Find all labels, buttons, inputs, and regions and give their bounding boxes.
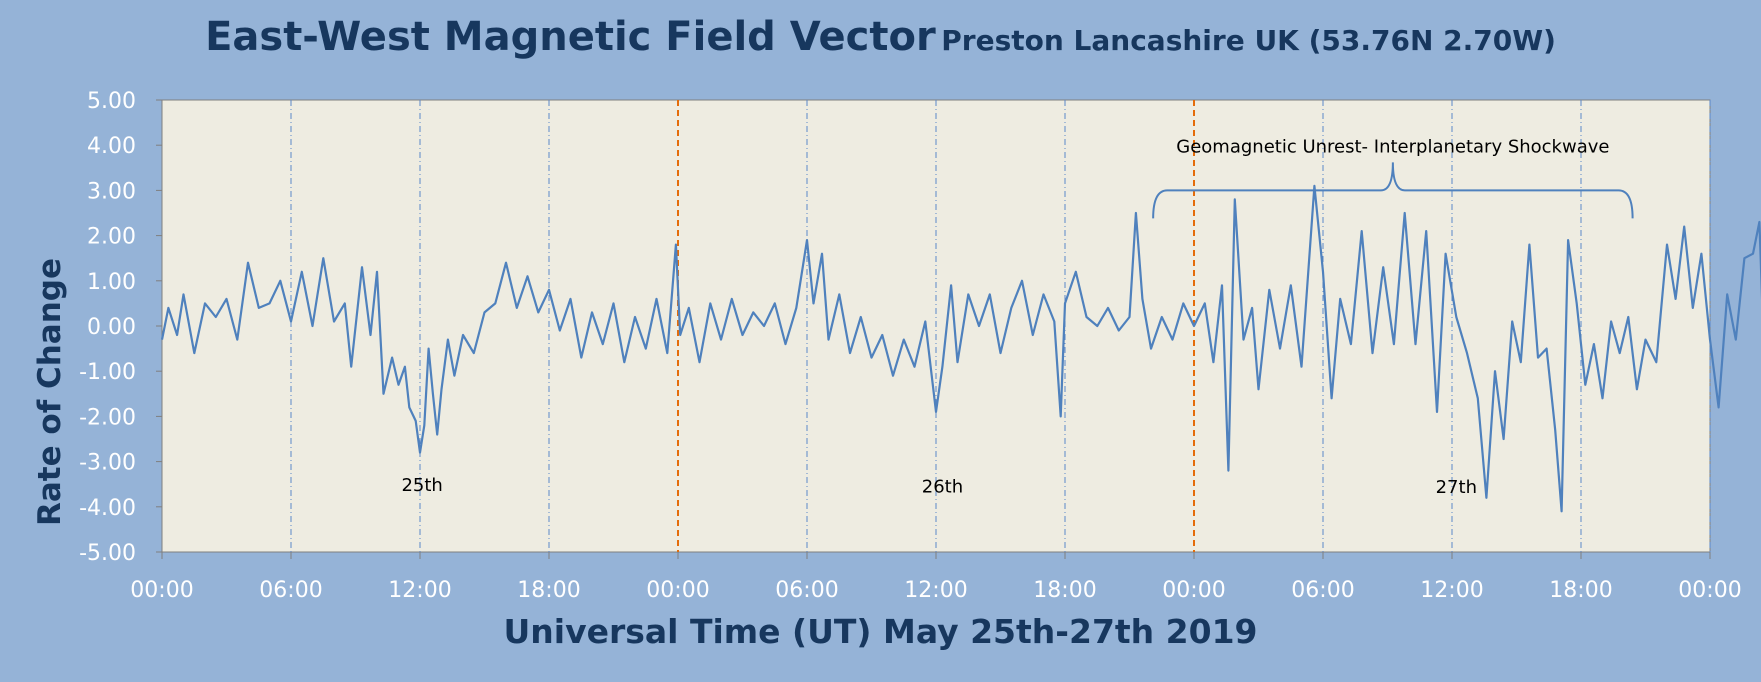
series-line [160,184,1761,513]
x-tick-label: 06:00 [259,578,322,603]
x-tick-label: 06:00 [775,578,838,603]
y-tick-label: -3.00 [79,451,136,476]
y-tick-label: 0.00 [87,315,136,340]
y-tick-label: 5.00 [87,89,136,114]
y-tick-label: -4.00 [79,496,136,521]
y-tick-label: -5.00 [79,541,136,566]
x-tick-label: 00:00 [646,578,709,603]
day-labels: 25th 26th 27th [401,475,1477,498]
axes: 5.00 4.00 3.00 2.00 1.00 0.00 -1.00 -2.00 -3.00 -… [79,89,1742,603]
x-tick-label: 00:00 [1678,578,1741,603]
annotation: Geomagnetic Unrest- Interplanetary Shock… [1152,136,1634,219]
y-tick-label: 1.00 [87,270,136,295]
day-label: 26th [922,476,963,497]
x-tick-label: 18:00 [517,578,580,603]
y-tick-label: 4.00 [87,134,136,159]
chart-title-main: East-West Magnetic Field Vector [205,14,936,60]
x-axis-label: Universal Time (UT) May 25th-27th 2019 [503,612,1258,651]
y-tick-label: 2.00 [87,225,136,250]
x-tick-label: 12:00 [388,578,451,603]
annotation-label: Geomagnetic Unrest- Interplanetary Shock… [1176,136,1609,157]
x-tick-label: 12:00 [1420,578,1483,603]
y-tick-label: -2.00 [79,405,136,430]
day-label: 25th [401,475,442,496]
day-label: 27th [1436,477,1477,498]
x-tick-label: 18:00 [1033,578,1096,603]
y-tick-label: -1.00 [79,360,136,385]
y-tick-label: 3.00 [87,179,136,204]
y-axis-label: Rate of Change [32,257,68,527]
x-tick-label: 00:00 [1162,578,1225,603]
x-tick-label: 12:00 [904,578,967,603]
chart-subtitle: Preston Lancashire UK (53.76N 2.70W) [941,24,1556,57]
chart-title: East-West Magnetic Field Vector Preston … [0,14,1761,60]
x-tick-label: 00:00 [130,578,193,603]
x-tick-label: 18:00 [1549,578,1612,603]
x-tick-label: 06:00 [1291,578,1354,603]
annotation-brace [1152,162,1634,219]
series-group [160,184,1761,513]
